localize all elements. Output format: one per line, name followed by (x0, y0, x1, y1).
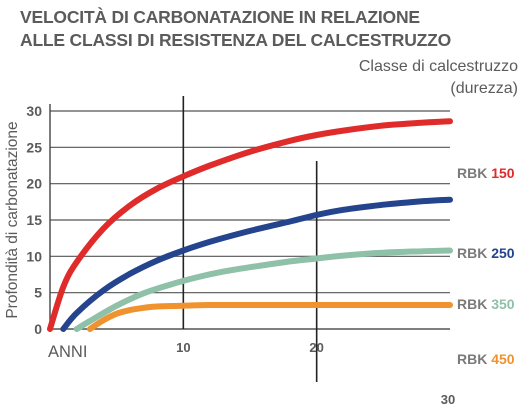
x-axis-label: ANNI (48, 343, 87, 361)
legend-entry-rbk-150: RBK 150 (457, 165, 515, 181)
legend-label-prefix: RBK (457, 296, 488, 312)
legend-entry-rbk-450: RBK 450 (457, 351, 515, 367)
legend-label-value: 250 (491, 245, 515, 261)
chart-title-line-1: VELOCITÀ DI CARBONATAZIONE IN RELAZIONE (20, 7, 420, 27)
legend-label-prefix: RBK (457, 351, 488, 367)
legend-label-value: 450 (491, 351, 515, 367)
y-tick-label-30: 30 (26, 103, 42, 119)
y-tick-label-5: 5 (34, 285, 42, 301)
series-line-rbk-350 (73, 247, 453, 332)
x-tick-label-30: 30 (441, 392, 455, 407)
legend-label-prefix: RBK (457, 165, 488, 181)
legend-label-value: 150 (491, 165, 515, 181)
legend-label-prefix: RBK (457, 245, 488, 261)
legend-entry-rbk-250: RBK 250 (457, 245, 515, 261)
x-tick-label-20: 20 (309, 340, 323, 355)
series-line-rbk-150 (47, 118, 453, 332)
y-tick-label-15: 15 (26, 212, 42, 228)
x-tick-label-10: 10 (176, 340, 190, 355)
series-line-rbk-250 (60, 196, 453, 332)
legend-title-line-2: (durezza) (450, 80, 518, 97)
y-tick-label-25: 25 (26, 139, 42, 155)
legend-label-value: 350 (491, 296, 515, 312)
y-tick-label-20: 20 (26, 176, 42, 192)
chart-title-line-2: ALLE CLASSI DI RESISTENZA DEL CALCESTRUZ… (20, 30, 452, 50)
legend-entry-rbk-350: RBK 350 (457, 296, 515, 312)
legend-title: Classe di calcestruzzo (durezza) (359, 56, 518, 100)
y-tick-label-10: 10 (26, 248, 42, 264)
legend-title-line-1: Classe di calcestruzzo (358, 58, 518, 75)
series-line-rbk-450 (87, 301, 453, 332)
y-tick-label-0: 0 (34, 321, 42, 337)
chart-title: VELOCITÀ DI CARBONATAZIONE IN RELAZIONE … (20, 6, 451, 52)
